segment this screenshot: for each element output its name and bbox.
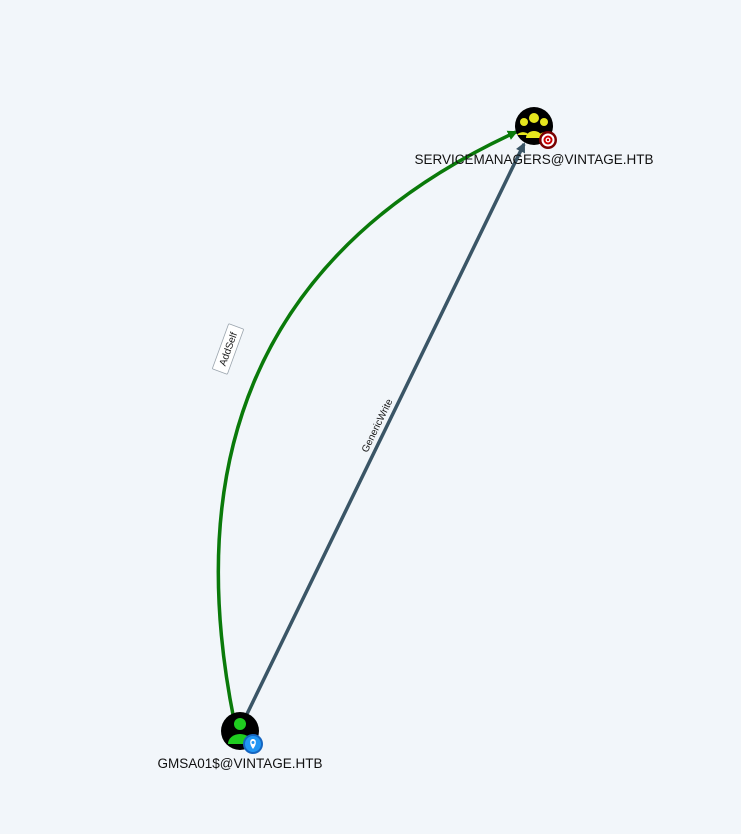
edge-addself[interactable]: AddSelf	[212, 130, 518, 721]
node-label-gmsa01: GMSA01$@VINTAGE.HTB	[158, 756, 323, 771]
edge-genericwrite[interactable]: GenericWrite	[244, 142, 526, 717]
target-icon	[539, 131, 557, 149]
node-servicemanagers[interactable]: SERVICEMANAGERS@VINTAGE.HTB	[415, 107, 654, 167]
edge-addself-path[interactable]	[216, 130, 518, 721]
node-gmsa01[interactable]: GMSA01$@VINTAGE.HTB	[158, 712, 323, 771]
group-icon	[517, 113, 551, 138]
edge-genericwrite-line[interactable]	[244, 142, 526, 717]
node-label-servicemanagers: SERVICEMANAGERS@VINTAGE.HTB	[415, 152, 654, 167]
owned-pin-icon	[243, 734, 263, 754]
edge-addself-label-box: AddSelf	[212, 323, 244, 375]
